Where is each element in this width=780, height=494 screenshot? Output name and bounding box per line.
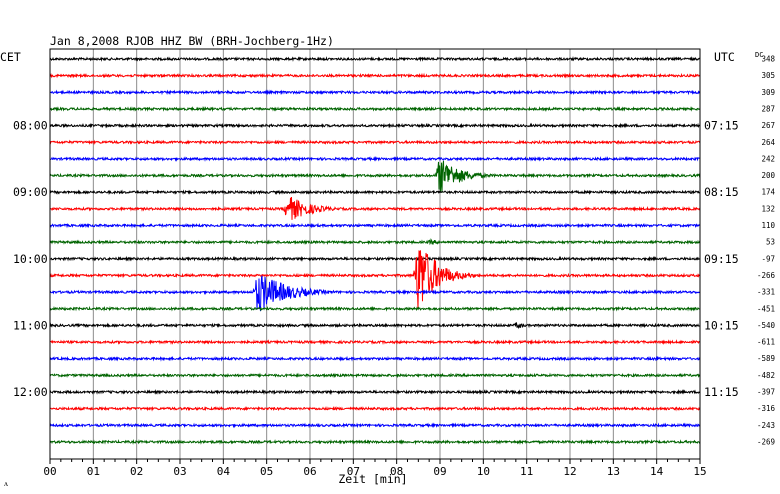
seismic-trace-2 <box>49 72 701 79</box>
x-tick-label-02: 02 <box>130 465 143 478</box>
dc-offset-10: 132 <box>761 204 775 213</box>
dc-offset-12: 53 <box>766 238 775 247</box>
seismic-trace-16 <box>49 305 701 312</box>
dc-offset-19: -589 <box>757 354 775 363</box>
x-tick-label-11: 11 <box>520 465 533 478</box>
seismic-trace-5 <box>49 122 701 129</box>
utc-label-10:15: 10:15 <box>704 318 739 332</box>
utc-time-labels: 07:15 08:15 09:15 10:15 11:15 <box>704 119 739 399</box>
cet-label-11:00: 11:00 <box>13 318 48 332</box>
cet-label-08:00: 08:00 <box>13 119 48 133</box>
utc-label-08:15: 08:15 <box>704 185 739 199</box>
x-tick-label-01: 01 <box>87 465 100 478</box>
seismic-trace-11 <box>49 222 701 229</box>
dc-offset-11: 110 <box>761 221 775 230</box>
cet-label-12:00: 12:00 <box>13 385 48 399</box>
seismic-trace-10 <box>49 196 701 220</box>
dc-offset-16: -451 <box>757 304 775 313</box>
seismic-trace-8 <box>49 160 701 193</box>
seismic-trace-20 <box>49 372 701 379</box>
x-axis: 00 01 02 03 04 05 06 07 08 09 10 11 12 13 14 15 <box>43 459 707 478</box>
seismic-trace-17 <box>49 322 701 330</box>
x-tick-label-13: 13 <box>607 465 620 478</box>
x-tick-label-00: 00 <box>43 465 56 478</box>
x-tick-label-06: 06 <box>303 465 316 478</box>
x-tick-label-07: 07 <box>347 465 360 478</box>
seismic-trace-12 <box>49 238 701 246</box>
x-tick-label-09: 09 <box>433 465 446 478</box>
dc-offset-23: -243 <box>757 421 775 430</box>
seismic-trace-23 <box>49 422 701 429</box>
seismic-trace-3 <box>49 89 701 96</box>
dc-offset-6: 264 <box>761 138 775 147</box>
chart-title: Jan 8,2008 RJOB HHZ BW (BRH-Jochberg-1Hz… <box>50 34 334 48</box>
dc-offset-9: 174 <box>761 188 775 197</box>
seismic-trace-14 <box>49 249 701 310</box>
dc-offset-13: -97 <box>761 254 775 263</box>
seismic-trace-24 <box>49 439 701 446</box>
seismic-traces <box>49 56 701 446</box>
seismic-trace-7 <box>49 155 701 162</box>
utc-label-07:15: 07:15 <box>704 119 739 133</box>
dc-offset-20: -482 <box>757 371 775 380</box>
seismic-trace-9 <box>49 189 701 196</box>
x-tick-label-12: 12 <box>563 465 576 478</box>
seismic-trace-19 <box>49 355 701 362</box>
dc-offset-1: 348 <box>761 55 775 64</box>
time-grid <box>92 49 658 459</box>
dc-offset-21: -397 <box>757 388 775 397</box>
dc-offset-labels: 348 305 309 287 267 264 242 200 174 132 110 53 -97 -2… <box>757 55 776 447</box>
left-zone-label: CET <box>0 50 21 64</box>
dc-offset-18: -611 <box>757 338 775 347</box>
x-axis-title: Zeit [min] <box>338 472 407 486</box>
dc-offset-17: -540 <box>757 321 776 330</box>
cet-time-labels: 08:00 09:00 10:00 11:00 12:00 <box>13 119 48 399</box>
seismic-trace-22 <box>49 405 701 412</box>
dc-offset-3: 309 <box>761 88 775 97</box>
dc-offset-22: -316 <box>757 404 776 413</box>
x-tick-label-14: 14 <box>650 465 664 478</box>
x-tick-label-05: 05 <box>260 465 273 478</box>
cet-label-10:00: 10:00 <box>13 252 48 266</box>
dc-offset-24: -269 <box>757 437 775 446</box>
dc-offset-14: -266 <box>757 271 776 280</box>
seismic-trace-6 <box>49 139 701 146</box>
dc-offset-2: 305 <box>761 71 775 80</box>
seismic-trace-1 <box>49 56 701 62</box>
cet-label-09:00: 09:00 <box>13 185 48 199</box>
right-zone-label: UTC <box>714 50 735 64</box>
dc-label: DC <box>755 51 763 59</box>
dc-offset-4: 287 <box>761 104 775 113</box>
seismic-trace-18 <box>49 339 701 346</box>
utc-label-09:15: 09:15 <box>704 252 739 266</box>
x-tick-label-08: 08 <box>390 465 403 478</box>
dc-offset-7: 242 <box>761 154 775 163</box>
dc-offset-8: 200 <box>761 171 775 180</box>
seismic-trace-4 <box>49 106 701 112</box>
dc-offset-5: 267 <box>761 121 775 130</box>
x-tick-label-15: 15 <box>693 465 706 478</box>
dc-offset-15: -331 <box>757 288 775 297</box>
x-tick-label-04: 04 <box>217 465 231 478</box>
seismic-trace-21 <box>49 389 701 396</box>
utc-label-11:15: 11:15 <box>704 385 739 399</box>
seismic-trace-15 <box>49 275 701 312</box>
footer-mark: ᴧ <box>4 479 8 488</box>
seismic-trace-13 <box>49 255 701 262</box>
x-tick-label-03: 03 <box>173 465 186 478</box>
x-tick-label-10: 10 <box>477 465 490 478</box>
